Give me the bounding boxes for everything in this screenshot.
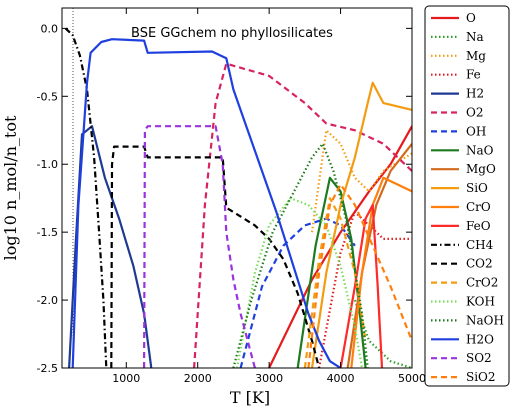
legend-label-fe: Fe: [466, 68, 481, 82]
series-line-sio: [310, 81, 412, 368]
legend: O Na Mg Fe H2 O2 OH NaO MgO SiO CrO FeO CH4 CO2 CrO2 KO…: [424, 5, 510, 387]
legend-label-o: O: [466, 11, 476, 25]
y-axis-label: log10 n_mol/n_tot: [1, 115, 20, 260]
x-tick-label: 4000: [327, 372, 355, 385]
series-line-co2: [110, 145, 321, 368]
series-line-mgo: [346, 143, 412, 368]
series-line-ch4: [64, 27, 108, 368]
legend-label-cro2: CrO2: [466, 276, 498, 290]
series-line-o2: [193, 62, 412, 368]
chart-title: BSE GGchem no phyllosilicates: [131, 26, 333, 41]
x-tick-label: 1000: [112, 372, 140, 385]
y-tick-label: -2.0: [37, 294, 58, 307]
legend-label-mgo: MgO: [466, 162, 496, 176]
legend-label-ch4: CH4: [466, 238, 494, 252]
series-line-h2o: [71, 38, 342, 368]
y-tick-label: -1.5: [37, 226, 58, 239]
legend-label-cro: CrO: [466, 200, 491, 214]
legend-label-na: Na: [466, 30, 484, 44]
legend-label-mg: Mg: [466, 49, 486, 63]
y-tick-label: -1.0: [37, 158, 58, 171]
legend-label-oh: OH: [466, 124, 486, 138]
series-line-koh: [235, 197, 364, 368]
series-line-naoh: [232, 142, 369, 368]
series-line-fe: [318, 210, 412, 368]
x-tick-label: 5000: [398, 372, 426, 385]
series-line-feo: [339, 203, 384, 368]
series-line-mg: [310, 129, 412, 233]
x-tick-label: 2000: [184, 372, 212, 385]
legend-label-koh: KOH: [466, 295, 495, 309]
legend-label-nao: NaO: [466, 143, 494, 157]
plot-frame: [61, 7, 413, 369]
legend-label-o2: O2: [466, 106, 483, 120]
x-axis-label: T [K]: [230, 388, 270, 407]
series-line-oh: [239, 217, 356, 368]
legend-label-sio: SiO: [466, 181, 488, 195]
legend-label-sio2: SiO2: [466, 370, 496, 384]
legend-label-so2: SO2: [466, 351, 492, 365]
legend-label-h2: H2: [466, 87, 484, 101]
y-tick-label: -2.5: [37, 362, 58, 375]
series-line-sio2: [307, 183, 412, 368]
legend-label-co2: CO2: [466, 257, 493, 271]
x-tick-label: 3000: [255, 372, 283, 385]
y-tick-label: 0.0: [41, 22, 59, 35]
series-line-so2: [143, 125, 256, 368]
plot-area: [62, 8, 412, 368]
legend-label-naoh: NaOH: [466, 313, 504, 327]
legend-box: [424, 5, 510, 387]
legend-label-feo: FeO: [466, 219, 491, 233]
y-tick-label: -0.5: [37, 90, 58, 103]
legend-label-h2o: H2O: [466, 332, 494, 346]
